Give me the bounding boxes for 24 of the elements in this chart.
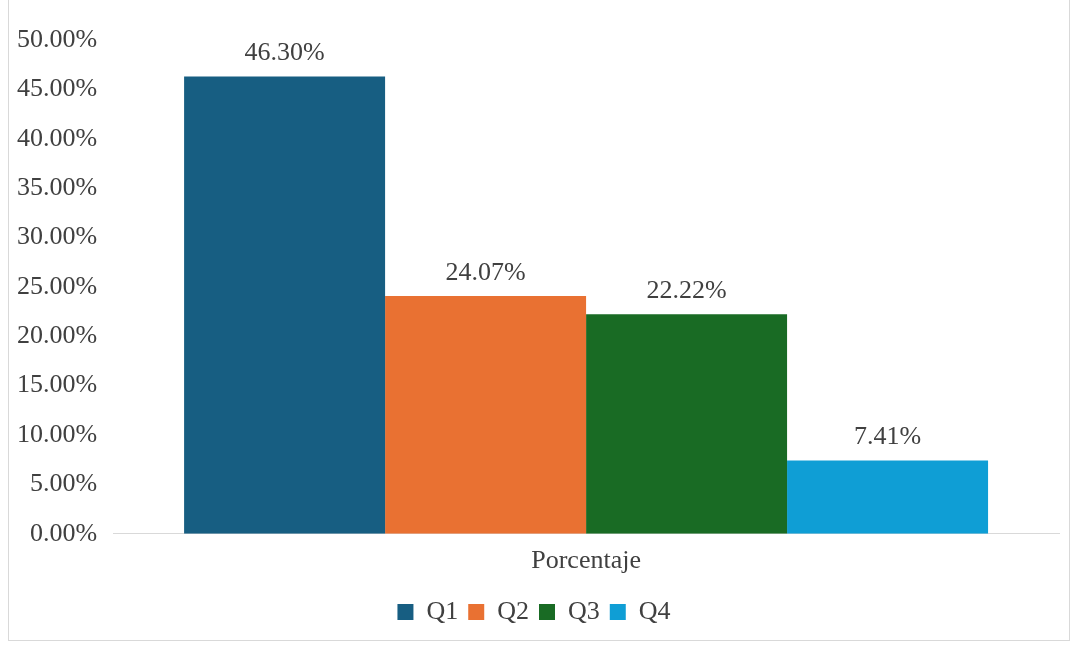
y-tick-label: 5.00% — [29, 468, 98, 498]
legend-label: Q3 — [568, 595, 600, 625]
y-tick-label: 0.00% — [29, 517, 98, 547]
y-tick-label: 40.00% — [16, 122, 98, 152]
legend-label: Q2 — [497, 595, 529, 625]
bar — [385, 296, 587, 534]
y-tick-label: 45.00% — [16, 73, 98, 103]
data-label: 7.41% — [853, 421, 922, 451]
bar — [184, 76, 386, 534]
legend-label: Q4 — [638, 595, 671, 625]
data-label: 22.22% — [646, 275, 727, 305]
legend-label: Q1 — [426, 595, 459, 625]
y-tick-label: 50.00% — [16, 23, 98, 53]
y-tick-label: 35.00% — [16, 171, 98, 201]
data-label: 24.07% — [445, 256, 526, 286]
y-tick-label: 20.00% — [16, 320, 98, 350]
x-tick-label: Porcentaje — [531, 545, 641, 575]
y-tick-label: 25.00% — [16, 270, 98, 300]
y-tick-label: 10.00% — [16, 418, 98, 448]
y-tick-label: 15.00% — [16, 369, 98, 399]
data-label: 46.30% — [244, 37, 325, 67]
bar — [787, 460, 989, 534]
bar — [586, 314, 788, 534]
y-tick-label: 30.00% — [16, 221, 98, 251]
